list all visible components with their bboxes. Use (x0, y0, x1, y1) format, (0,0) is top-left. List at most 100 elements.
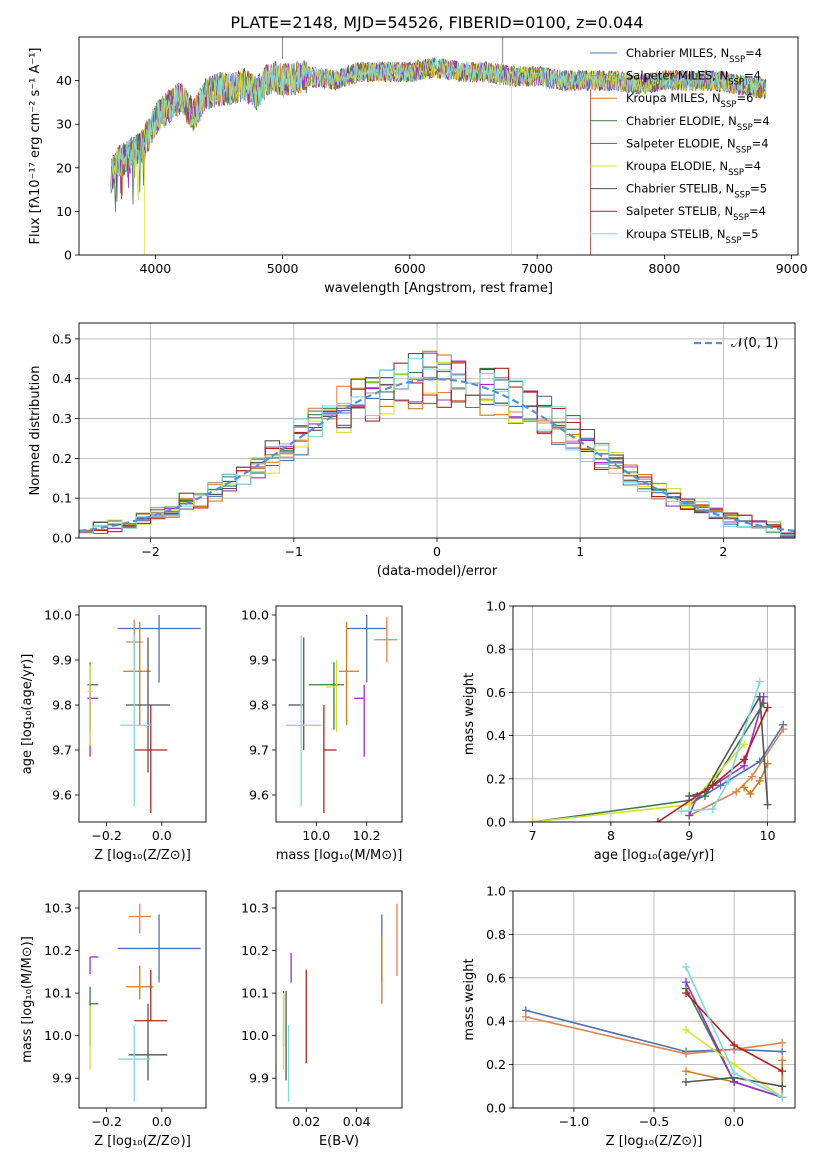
age-vs-mass-errorbar-point (323, 705, 337, 813)
residuals-ylabel: Normed distribution (28, 366, 43, 496)
spectrum-ytick-label: 0 (64, 248, 72, 263)
mass-weight-vs-age-point-marker (763, 703, 772, 712)
mass-weight-vs-Z-xtick-label: −1.0 (559, 1114, 589, 1129)
mass-vs-Z-frame (78, 890, 207, 1109)
mass-weight-vs-age-ytick-label: 1.0 (486, 599, 506, 614)
mass-vs-ebv-ytick-label: 9.9 (249, 1071, 269, 1086)
mass-weight-vs-Z-series-line (525, 1016, 783, 1055)
residuals-xtick-label: −2 (141, 544, 159, 559)
mass-weight-vs-Z-ytick-label: 0.8 (486, 927, 506, 942)
normal-reference-curve (78, 378, 796, 533)
mass-weight-vs-Z-point-marker (730, 1041, 739, 1050)
mass-weight-vs-age-point-marker (740, 755, 749, 764)
spectrum-xtick-label: 5000 (267, 261, 299, 276)
mass-weight-vs-age-series-line (688, 728, 784, 817)
residual-histogram (79, 362, 795, 534)
mass-weight-vs-age-point-marker (716, 781, 725, 790)
spectrum-xlabel: wavelength [Angstrom, rest frame] (324, 281, 553, 296)
age-vs-mass-xlabel: mass [log₁₀(M/M⊙)] (276, 848, 403, 863)
mass-weight-vs-Z-point-marker (778, 1067, 787, 1076)
mass-weight-vs-age-point-marker (685, 811, 694, 820)
age-vs-mass-errorbar-point (339, 621, 360, 726)
spectrum-legend-entry: Chabrier MILES, NSSP=4 (626, 46, 762, 65)
spectrum-legend-entry: Chabrier STELIB, NSSP=5 (626, 182, 767, 201)
mass-weight-vs-age-point-marker (755, 692, 764, 701)
residuals-ytick-label: 0.5 (52, 331, 72, 346)
residual-histogram (79, 358, 795, 536)
spectrum-legend-entry: Kroupa STELIB, NSSP=5 (626, 227, 758, 246)
mass-weight-vs-Z-ylabel: mass weight (462, 958, 477, 1040)
mass-weight-vs-age-ytick-label: 0.0 (486, 815, 506, 830)
mass-vs-Z-xlabel: Z [log₁₀(Z/Z⊙)] (94, 1134, 191, 1149)
mass-weight-vs-Z-ytick-label: 1.0 (486, 884, 506, 899)
mass-weight-vs-age-series-line (689, 694, 769, 805)
mass-weight-vs-age-series-line (532, 702, 765, 822)
spectrum-frame (78, 36, 799, 256)
age-vs-mass-ytick-label: 9.7 (249, 743, 269, 758)
residuals-ytick-label: 0.1 (52, 491, 72, 506)
residuals-xlabel: (data-model)/error (377, 564, 498, 579)
mass-vs-Z-errorbar-point (134, 969, 168, 1022)
mass-weight-vs-Z-point-marker (778, 1093, 787, 1102)
mass-weight-vs-Z-point-marker (521, 1012, 530, 1021)
mass-weight-vs-Z-point-marker (682, 1067, 691, 1076)
mass-weight-vs-age-point-marker (685, 792, 694, 801)
mass-weight-vs-age-point-marker (528, 818, 537, 822)
mass-weight-vs-Z-xtick-label: −0.5 (639, 1114, 669, 1129)
age-vs-mass-errorbar-point (346, 615, 387, 683)
mass-vs-ebv-ytick-label: 10.0 (241, 1028, 269, 1043)
mass-weight-vs-age-ylabel: mass weight (462, 673, 477, 755)
age-vs-Z-ytick-label: 9.8 (52, 698, 72, 713)
mass-weight-vs-age-point-marker (740, 740, 749, 749)
mass-weight-vs-Z-point-marker (682, 978, 691, 987)
spectrum-ytick-label: 30 (56, 117, 72, 132)
age-vs-Z-errorbar-point (87, 684, 99, 757)
age-vs-mass-errorbar-point (374, 617, 397, 663)
age-vs-mass-errorbar-point (326, 660, 338, 732)
mass-weight-vs-Z-series-line (525, 1009, 783, 1053)
mass-vs-Z-errorbar-point (89, 986, 99, 1047)
mass-vs-Z-ytick-label: 10.1 (44, 986, 72, 1001)
mass-weight-vs-age-ytick-label: 0.4 (486, 728, 506, 743)
mass-vs-ebv-ytick-label: 10.2 (241, 943, 269, 958)
mass-weight-vs-Z-point-marker (778, 1038, 787, 1047)
mass-vs-ebv-xlabel: E(B-V) (319, 1134, 359, 1149)
spectrum-ylabel: Flux [fλ10⁻¹⁷ erg cm⁻² s⁻¹ A⁻¹] (28, 48, 43, 245)
age-vs-mass-errorbar-point (286, 635, 322, 807)
mass-weight-vs-age-point-marker (755, 677, 764, 686)
age-vs-Z-errorbar-point (123, 621, 151, 726)
mass-weight-vs-age-point-marker (653, 818, 662, 822)
residuals-xtick-label: −1 (285, 544, 303, 559)
mass-weight-vs-age-point-marker (685, 800, 694, 809)
mass-weight-vs-Z-frame (512, 890, 796, 1109)
mass-vs-Z-errorbar-point (89, 956, 99, 974)
age-vs-Z-ytick-label: 9.6 (52, 788, 72, 803)
mass-weight-vs-age-series-line (657, 707, 769, 822)
age-vs-Z-errorbar-point (134, 705, 168, 813)
mass-weight-vs-Z-ytick-label: 0.6 (486, 970, 506, 985)
spectrum-legend-entry: Kroupa ELODIE, NSSP=4 (626, 159, 761, 178)
mass-weight-vs-age-series-line (681, 681, 761, 812)
mass-weight-vs-age-point-marker (746, 789, 755, 798)
mass-weight-vs-age-point-marker (755, 776, 764, 785)
age-vs-Z-ytick-label: 9.7 (52, 743, 72, 758)
mass-weight-vs-Z-xlabel: Z [log₁₀(Z/Z⊙)] (606, 1134, 703, 1149)
mass-vs-Z-xtick-label: −0.2 (91, 1114, 121, 1129)
mass-vs-Z-errorbar-point (128, 1003, 168, 1081)
residual-legend-label: 𝒩(0, 1) (731, 336, 778, 351)
residuals-ytick-label: 0.2 (52, 451, 72, 466)
mass-weight-vs-Z-ytick-label: 0.4 (486, 1014, 506, 1029)
mass-weight-vs-age-xlabel: age [log₁₀(age/yr)] (594, 848, 715, 863)
mass-weight-vs-age-xtick-label: 9 (685, 828, 693, 843)
age-vs-mass-xtick-label: 10.2 (353, 828, 381, 843)
mass-weight-vs-age-point-marker (740, 783, 749, 792)
mass-weight-vs-Z-ytick-label: 0.0 (486, 1101, 506, 1116)
spectrum-legend-entry: Salpeter ELODIE, NSSP=4 (626, 136, 769, 155)
spectrum-xtick-label: 6000 (394, 261, 426, 276)
age-vs-mass-ytick-label: 10.0 (241, 608, 269, 623)
mass-weight-vs-Z-ytick-label: 0.2 (486, 1057, 506, 1072)
mass-weight-vs-Z-point-marker (682, 1025, 691, 1034)
age-vs-Z-errorbar-point (87, 662, 99, 730)
mass-weight-vs-age-point-marker (747, 772, 756, 781)
mass-vs-Z-errorbar-point (125, 965, 154, 1000)
